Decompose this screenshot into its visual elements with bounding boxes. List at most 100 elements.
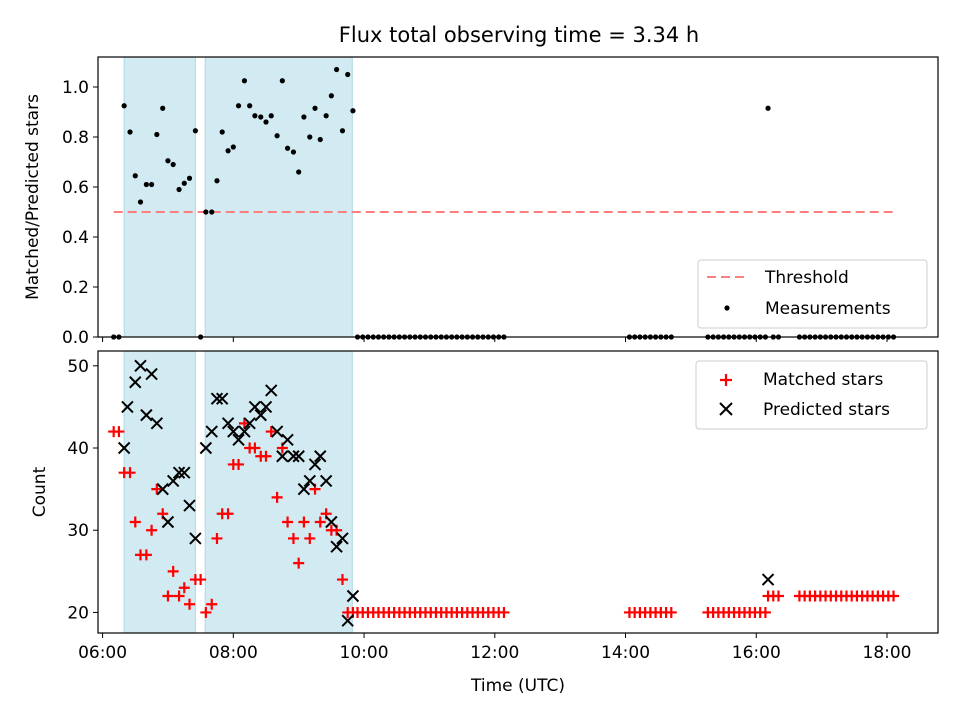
measurement-point bbox=[290, 149, 297, 155]
measurement-point bbox=[127, 129, 133, 135]
top-y-tick-label: 0.8 bbox=[62, 128, 89, 148]
predicted-star-point bbox=[215, 392, 229, 405]
matched-star-point bbox=[293, 557, 305, 569]
measurement-point bbox=[284, 145, 291, 151]
measurement-point bbox=[258, 114, 264, 120]
measurement-point bbox=[279, 78, 285, 84]
matched-star-point bbox=[314, 516, 326, 528]
bottom-x-ticks: 06:00 08:00 10:00 12:00 14:00 16:00 18:00 bbox=[78, 633, 912, 663]
predicted-star-point bbox=[276, 450, 289, 463]
predicted-star-point bbox=[172, 466, 186, 479]
predicted-star-points bbox=[117, 359, 775, 627]
bottom-legend: Matched stars Predicted stars bbox=[695, 360, 928, 430]
measurement-point bbox=[252, 113, 258, 119]
bottom-y-tick-label: 30 bbox=[67, 521, 89, 541]
bottom-panel: 20 30 40 50 06:00 08:00 10:00 12:00 14:00 16:00 1… bbox=[30, 350, 939, 696]
bottom-legend-box bbox=[695, 360, 928, 430]
matched-star-point bbox=[304, 532, 316, 544]
matched-star-point bbox=[140, 549, 152, 561]
matched-star-point bbox=[173, 590, 185, 602]
predicted-star-point bbox=[259, 400, 273, 414]
predicted-star-point bbox=[140, 408, 153, 422]
figure-title: Flux total observing time = 3.34 h bbox=[339, 23, 699, 47]
bottom-y-tick-label: 50 bbox=[67, 357, 89, 377]
measurement-point bbox=[219, 129, 225, 135]
measurement-point bbox=[247, 103, 253, 109]
matched-star-point bbox=[124, 467, 136, 479]
legend-predicted-swatch bbox=[719, 402, 733, 416]
predicted-star-point bbox=[166, 474, 180, 488]
measurement-point bbox=[328, 93, 334, 99]
predicted-star-point bbox=[161, 515, 175, 529]
measurement-point bbox=[230, 144, 236, 150]
measurement-point bbox=[149, 181, 155, 188]
matched-star-point bbox=[665, 606, 677, 618]
bottom-y-ticks: 20 30 40 50 bbox=[67, 357, 98, 623]
legend-matched-label: Matched stars bbox=[763, 370, 883, 390]
bottom-y-tick-label: 20 bbox=[67, 603, 89, 623]
measurement-point bbox=[143, 181, 149, 188]
matched-star-point bbox=[271, 491, 283, 503]
matched-star-point bbox=[113, 426, 125, 438]
measurement-point bbox=[203, 209, 209, 215]
predicted-star-point bbox=[205, 425, 218, 438]
top-shaded-regions bbox=[123, 56, 353, 338]
top-x-ticks bbox=[102, 337, 888, 342]
x-tick-label: 08:00 bbox=[209, 643, 258, 663]
measurement-point bbox=[186, 175, 193, 181]
matched-star-point bbox=[282, 516, 294, 528]
predicted-star-point bbox=[210, 392, 224, 405]
measurement-point bbox=[765, 105, 771, 111]
measurement-point bbox=[312, 105, 318, 111]
matched-star-point bbox=[249, 442, 261, 454]
legend-matched-swatch bbox=[720, 374, 732, 386]
predicted-star-point bbox=[178, 466, 191, 479]
matched-star-point bbox=[222, 508, 234, 520]
top-y-tick-label: 0.2 bbox=[62, 278, 89, 298]
top-legend-box bbox=[697, 259, 928, 329]
predicted-star-point bbox=[254, 408, 267, 422]
legend-threshold-label: Threshold bbox=[764, 268, 849, 288]
top-y-ticks: 0.0 0.2 0.4 0.6 0.8 1.0 bbox=[62, 78, 98, 348]
measurement-point bbox=[192, 128, 199, 134]
measurement-point bbox=[176, 186, 182, 193]
measurement-point bbox=[160, 105, 166, 111]
measurement-point bbox=[241, 78, 248, 84]
legend-measurements-swatch bbox=[724, 305, 730, 311]
top-panel: 0.0 0.2 0.4 0.6 0.8 1.0 Matched/Predicted sta… bbox=[23, 56, 939, 348]
top-y-tick-label: 0.4 bbox=[62, 228, 89, 248]
x-tick-label: 10:00 bbox=[340, 643, 389, 663]
measurement-point bbox=[121, 103, 127, 109]
bottom-shaded-regions bbox=[123, 350, 353, 634]
x-tick-label: 14:00 bbox=[601, 643, 650, 663]
measurement-point bbox=[345, 71, 351, 78]
x-tick-label: 12:00 bbox=[470, 643, 519, 663]
x-tick-label: 16:00 bbox=[732, 643, 781, 663]
x-axis-label: Time (UTC) bbox=[470, 676, 565, 696]
matched-star-point bbox=[233, 458, 245, 470]
measurement-point bbox=[317, 136, 323, 143]
legend-predicted-label: Predicted stars bbox=[763, 400, 890, 420]
predicted-star-point bbox=[156, 482, 169, 496]
matched-star-point bbox=[167, 565, 179, 577]
measurement-point bbox=[154, 131, 160, 138]
predicted-star-point bbox=[308, 458, 322, 471]
matched-star-point bbox=[238, 417, 250, 429]
measurement-point bbox=[333, 66, 340, 73]
matched-star-point bbox=[298, 516, 310, 528]
measurement-point bbox=[263, 119, 269, 125]
top-y-tick-label: 0.6 bbox=[62, 178, 89, 198]
predicted-star-point bbox=[121, 400, 134, 414]
matched-star-point bbox=[184, 598, 196, 610]
x-tick-label: 06:00 bbox=[78, 643, 127, 663]
predicted-star-point bbox=[243, 417, 256, 430]
matched-star-point bbox=[206, 598, 218, 610]
measurement-point bbox=[339, 128, 346, 134]
top-y-axis-label: Matched/Predicted stars bbox=[23, 94, 43, 300]
matched-star-point bbox=[129, 516, 141, 528]
measurement-point bbox=[170, 161, 176, 168]
matched-star-point bbox=[759, 606, 771, 618]
predicted-star-point bbox=[341, 614, 354, 627]
predicted-star-point bbox=[221, 417, 235, 430]
